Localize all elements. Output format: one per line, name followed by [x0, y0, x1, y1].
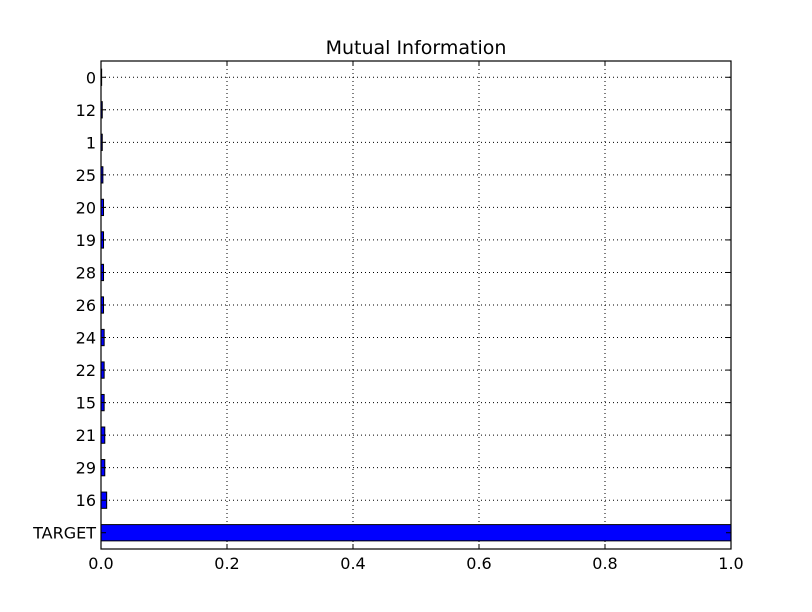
- y-tick-label: 28: [76, 263, 96, 282]
- y-tick-label: 19: [76, 231, 96, 250]
- x-tick-label: 0.2: [214, 554, 239, 573]
- y-tick-label: 22: [76, 361, 96, 380]
- x-tick-label: 1.0: [718, 554, 743, 573]
- y-tick-label: 12: [76, 101, 96, 120]
- y-tick-label: 20: [76, 198, 96, 217]
- y-tick-label: 26: [76, 296, 96, 315]
- x-tick-label: 0.4: [340, 554, 365, 573]
- y-tick-label: 16: [76, 491, 96, 510]
- bar-target: [100, 524, 732, 542]
- y-tick-label: 25: [76, 166, 96, 185]
- plot-frame: [100, 60, 732, 550]
- y-tick-label: 21: [76, 426, 96, 445]
- chart-title: Mutual Information: [326, 37, 507, 59]
- y-tick-label: 0: [86, 68, 96, 87]
- x-tick-label: 0.8: [592, 554, 617, 573]
- y-tick-label: 1: [86, 133, 96, 152]
- axes: 0.0 0.2 0.4 0.6 0.8 1.0 TARGET 16 29 21 15 22 24 26 28…: [32, 61, 744, 573]
- y-tick-label: 29: [76, 459, 96, 478]
- y-tick-label: 15: [76, 394, 96, 413]
- x-tick-label: 0.6: [466, 554, 491, 573]
- y-tick-label: TARGET: [32, 524, 96, 543]
- y-tick-label: 24: [76, 329, 96, 348]
- x-tick-label: 0.0: [88, 554, 113, 573]
